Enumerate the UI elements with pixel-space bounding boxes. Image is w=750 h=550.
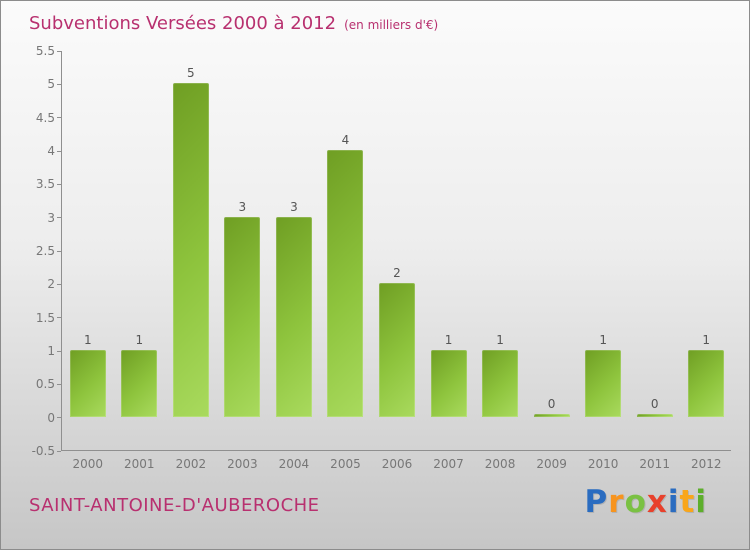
bar-value-label: 0 bbox=[547, 396, 556, 411]
plot-area: -0.5 0 0.5 1 1.5 2 2.5 3 3.5 4 4.5 5 5.5 1 2000 1 2001 5 2… bbox=[32, 44, 731, 471]
y-axis-tick bbox=[57, 417, 61, 419]
bar-2011 bbox=[636, 413, 673, 417]
bar-value-label: 5 bbox=[187, 66, 195, 81]
chart-header: Subventions Versées 2000 à 2012 (en milli… bbox=[29, 13, 438, 34]
bar-2009 bbox=[533, 413, 570, 417]
y-axis-tick bbox=[57, 150, 61, 152]
bar-2012 bbox=[688, 350, 725, 417]
bar-2003 bbox=[224, 216, 261, 417]
bar-value-label: 1 bbox=[135, 333, 144, 347]
y-axis-tick bbox=[57, 50, 61, 52]
bar-2006 bbox=[379, 283, 415, 417]
bar-value-label: 1 bbox=[496, 333, 504, 347]
x-axis-tick-label: 2002 bbox=[175, 457, 207, 471]
y-axis-tick-label: 2.5 bbox=[35, 244, 55, 258]
y-axis-tick-label: 1.5 bbox=[35, 310, 55, 325]
y-axis-tick-label: 2 bbox=[47, 277, 55, 292]
bar-2007 bbox=[430, 350, 467, 417]
x-axis-tick-label: 2004 bbox=[278, 457, 310, 471]
logo-letter: x bbox=[646, 484, 668, 520]
y-axis-tick bbox=[57, 250, 61, 252]
y-axis-tick-label: 0.5 bbox=[35, 377, 55, 392]
bar-value-label: 2 bbox=[393, 266, 401, 281]
y-axis-tick-label: 0 bbox=[47, 410, 55, 425]
bar-value-label: 3 bbox=[238, 199, 247, 214]
bar-value-label: 3 bbox=[290, 199, 298, 214]
y-axis-tick bbox=[57, 283, 61, 285]
x-axis-tick-label: 2007 bbox=[433, 457, 464, 471]
bar-2010 bbox=[585, 350, 622, 417]
bar-2002 bbox=[172, 83, 209, 417]
chart-subtitle: (en milliers d'€) bbox=[344, 18, 439, 32]
bar-value-label: 1 bbox=[702, 333, 711, 347]
x-axis-tick-label: 2005 bbox=[330, 457, 361, 471]
bar-value-label: 4 bbox=[341, 133, 350, 147]
y-axis-tick-label: 1 bbox=[47, 344, 55, 358]
y-axis-tick-label: 4.5 bbox=[35, 110, 55, 125]
x-axis-tick-label: 2012 bbox=[690, 457, 722, 471]
chart-title: Subventions Versées 2000 à 2012 bbox=[29, 13, 337, 34]
x-axis-tick-label: 2010 bbox=[587, 457, 619, 471]
commune-name: SAINT-ANTOINE-D'AUBEROCHE bbox=[29, 495, 320, 516]
bar-2005 bbox=[327, 150, 364, 417]
y-axis-tick bbox=[57, 350, 61, 352]
logo-letter: o bbox=[624, 484, 647, 520]
x-axis-tick-label: 2006 bbox=[381, 457, 413, 471]
x-axis-tick-label: 2000 bbox=[72, 457, 104, 471]
bar-2000 bbox=[69, 350, 106, 417]
bar-value-label: 1 bbox=[599, 333, 607, 347]
y-axis-tick bbox=[57, 383, 61, 385]
bar-value-label: 1 bbox=[444, 333, 453, 347]
y-axis-tick bbox=[57, 317, 61, 319]
y-axis-tick-label: 5.5 bbox=[35, 44, 55, 58]
y-axis-tick bbox=[57, 117, 61, 119]
y-axis-tick bbox=[57, 183, 61, 185]
x-axis-tick-label: 2001 bbox=[124, 457, 155, 471]
y-axis-tick bbox=[57, 83, 61, 85]
logo-letter: t bbox=[679, 484, 696, 520]
logo-letter: r bbox=[608, 484, 625, 520]
logo-letter: P bbox=[584, 484, 609, 520]
x-axis-tick-label: 2011 bbox=[639, 457, 670, 471]
bar-value-label: 0 bbox=[650, 396, 659, 411]
y-axis-tick bbox=[57, 450, 61, 452]
y-axis-tick-label: 5 bbox=[47, 77, 55, 92]
y-axis-tick-label: -0.5 bbox=[31, 444, 55, 458]
y-axis-tick-label: 3 bbox=[47, 210, 55, 225]
proxiti-logo: Proxiti bbox=[585, 484, 707, 520]
x-axis-tick-label: 2008 bbox=[484, 457, 516, 471]
logo-letter: i bbox=[667, 484, 680, 520]
y-axis-tick-label: 3.5 bbox=[35, 177, 55, 192]
bar-2001 bbox=[121, 350, 158, 417]
y-axis-tick bbox=[57, 217, 61, 219]
bar-value-label: 1 bbox=[83, 333, 92, 347]
bar-2004 bbox=[275, 216, 312, 417]
bar-2008 bbox=[482, 350, 519, 417]
y-axis-tick-label: 4 bbox=[47, 144, 55, 158]
x-axis-tick-label: 2003 bbox=[227, 457, 258, 471]
x-axis-tick-label: 2009 bbox=[536, 457, 567, 471]
logo-letter: i bbox=[695, 484, 707, 520]
